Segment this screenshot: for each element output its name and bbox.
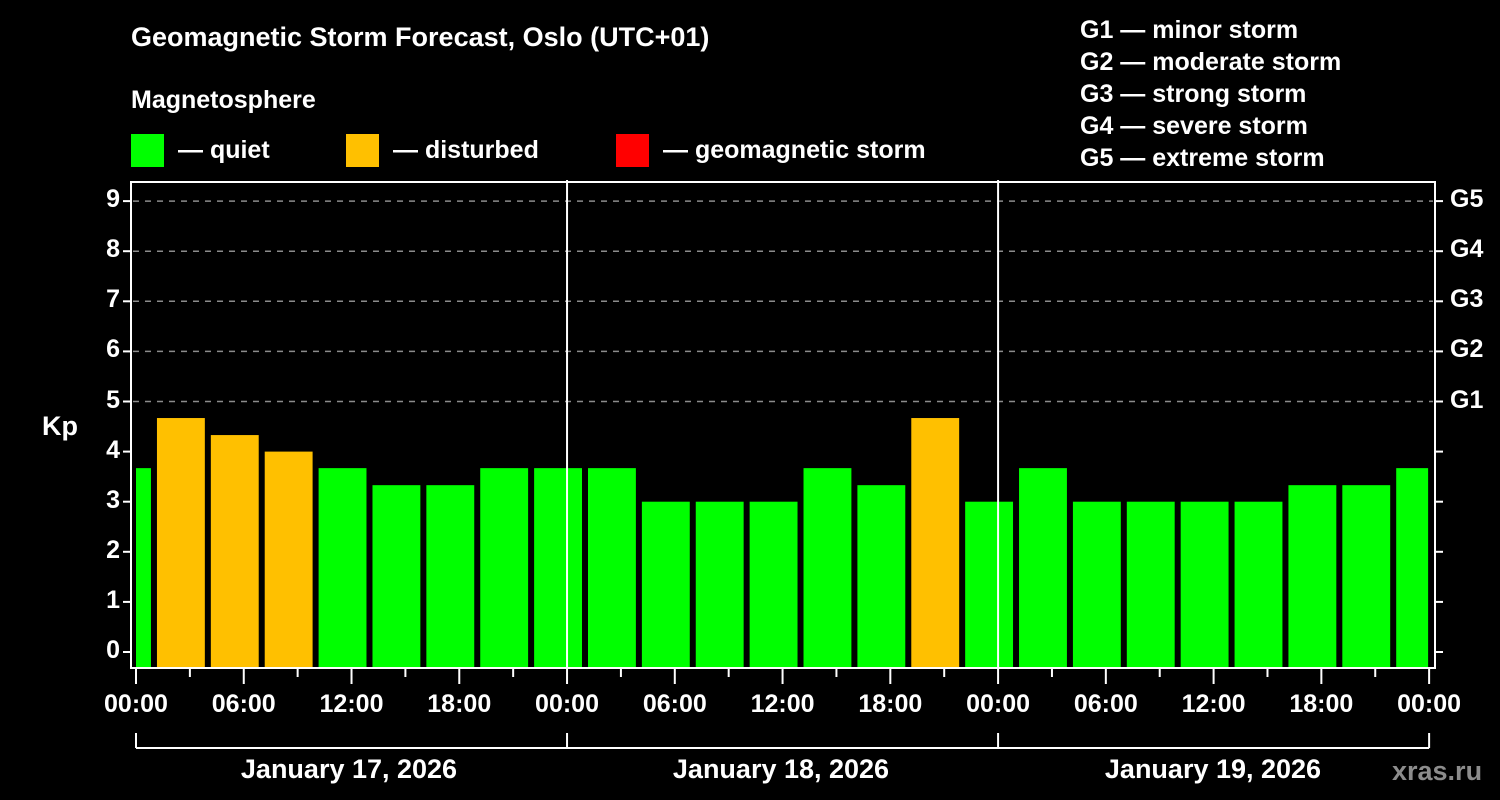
- x-tick-label: 12:00: [319, 690, 384, 718]
- legend-heading: Magnetosphere: [131, 86, 316, 114]
- y-tick-label: 8: [106, 235, 120, 264]
- y-tick-label: 3: [106, 485, 120, 514]
- y-tick-label: 0: [106, 636, 120, 664]
- y-axis-label: Kp: [42, 411, 78, 441]
- x-tick-label: 12:00: [1181, 690, 1246, 718]
- g-scale-legend: G1 — minor storm G2 — moderate storm G3 …: [1080, 14, 1341, 174]
- legend-label-storm: — geomagnetic storm: [663, 136, 926, 164]
- g-scale-item: G4 — severe storm: [1080, 112, 1308, 140]
- kp-bar-quiet: [803, 468, 852, 667]
- kp-bar-disturbed: [156, 418, 205, 667]
- legend-item-storm: — geomagnetic storm: [616, 134, 926, 167]
- g-scale-item: G3 — strong storm: [1080, 80, 1307, 108]
- y-tick-label: 9: [106, 185, 120, 214]
- kp-bar-quiet: [372, 485, 421, 667]
- kp-bar-quiet: [1180, 501, 1229, 667]
- kp-bar-quiet: [480, 468, 529, 667]
- disturbed-swatch-icon: [346, 134, 379, 167]
- x-tick-label: 18:00: [1289, 690, 1354, 718]
- kp-bar-quiet: [1342, 485, 1391, 667]
- x-tick-label: 06:00: [211, 690, 276, 718]
- kp-bar-disturbed: [210, 435, 259, 667]
- storm-swatch-icon: [616, 134, 649, 167]
- x-tick-label: 00:00: [104, 690, 168, 718]
- kp-bar-quiet: [1126, 501, 1175, 667]
- date-label-day2: January 18, 2026: [672, 754, 890, 784]
- kp-bar-quiet: [1019, 468, 1067, 667]
- g-scale-item: G2 — moderate storm: [1080, 48, 1342, 76]
- kp-bar-quiet: [136, 468, 151, 667]
- g-scale-item: G5 — extreme storm: [1080, 144, 1325, 172]
- kp-bar-disturbed: [911, 418, 960, 667]
- kp-bar-quiet: [695, 501, 744, 667]
- g-tick-label: G1: [1450, 385, 1484, 414]
- kp-bar-quiet: [426, 485, 475, 667]
- kp-bar-quiet: [1072, 501, 1121, 667]
- y-tick-label: 5: [106, 385, 120, 414]
- kp-bar-quiet: [857, 485, 906, 667]
- chart-title: Geomagnetic Storm Forecast, Oslo (UTC+01…: [131, 22, 710, 52]
- y-tick-label: 4: [106, 435, 120, 464]
- date-label-day1: January 17, 2026: [240, 754, 458, 784]
- y-tick-label: 1: [106, 585, 120, 614]
- x-tick-label: 18:00: [858, 690, 923, 718]
- x-tick-label: 00:00: [535, 690, 599, 718]
- kp-bar-quiet: [749, 501, 798, 667]
- watermark: xras.ru: [1392, 756, 1483, 786]
- y-tick-label: 6: [106, 335, 120, 364]
- kp-bar-disturbed: [264, 451, 313, 667]
- y-tick-label: 7: [106, 285, 120, 314]
- legend-item-quiet: — quiet: [131, 134, 270, 167]
- g-tick-label: G5: [1450, 185, 1484, 214]
- kp-bar-quiet: [965, 501, 1014, 667]
- kp-bar-quiet: [1288, 485, 1337, 667]
- g-tick-label: G2: [1450, 335, 1484, 364]
- x-tick-label: 18:00: [427, 690, 492, 718]
- legend-label-quiet: — quiet: [178, 136, 270, 164]
- x-tick-label: 00:00: [966, 690, 1031, 718]
- x-tick-label: 06:00: [642, 690, 707, 718]
- legend-item-disturbed: — disturbed: [346, 134, 539, 167]
- g-tick-label: G3: [1450, 285, 1484, 314]
- y-tick-label: 2: [106, 535, 120, 564]
- x-tick-label: 12:00: [750, 690, 815, 718]
- kp-bar-quiet: [588, 468, 636, 667]
- kp-bar-quiet: [534, 468, 582, 667]
- kp-bar-quiet: [641, 501, 690, 667]
- kp-bar-quiet: [318, 468, 367, 667]
- x-tick-label: 00:00: [1397, 690, 1462, 718]
- x-tick-label: 06:00: [1073, 690, 1138, 718]
- g-scale-item: G1 — minor storm: [1080, 16, 1299, 44]
- kp-bar-quiet: [1396, 468, 1429, 667]
- legend-label-disturbed: — disturbed: [393, 136, 539, 164]
- g-tick-label: G4: [1450, 235, 1484, 264]
- quiet-swatch-icon: [131, 134, 164, 167]
- kp-bar-quiet: [1234, 501, 1283, 667]
- date-label-day3: January 19, 2026: [1104, 754, 1322, 784]
